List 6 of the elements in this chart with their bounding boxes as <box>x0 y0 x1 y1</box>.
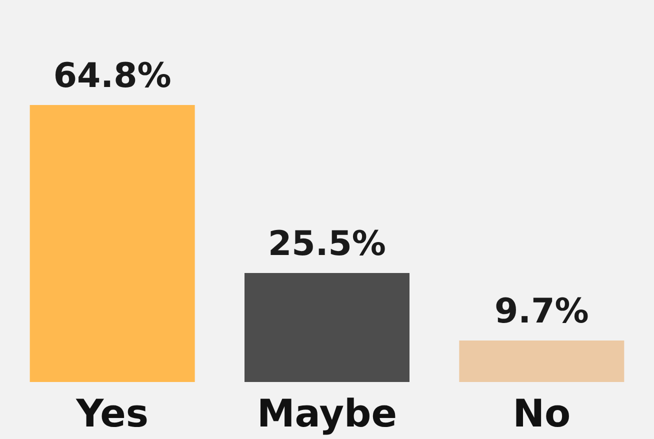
x-tick-label: No <box>512 392 571 436</box>
x-tick-label: Maybe <box>256 392 398 436</box>
data-label: 9.7% <box>494 292 589 332</box>
x-tick-label: Yes <box>75 392 149 436</box>
data-label: 25.5% <box>268 224 386 264</box>
data-label: 64.8% <box>53 56 172 96</box>
